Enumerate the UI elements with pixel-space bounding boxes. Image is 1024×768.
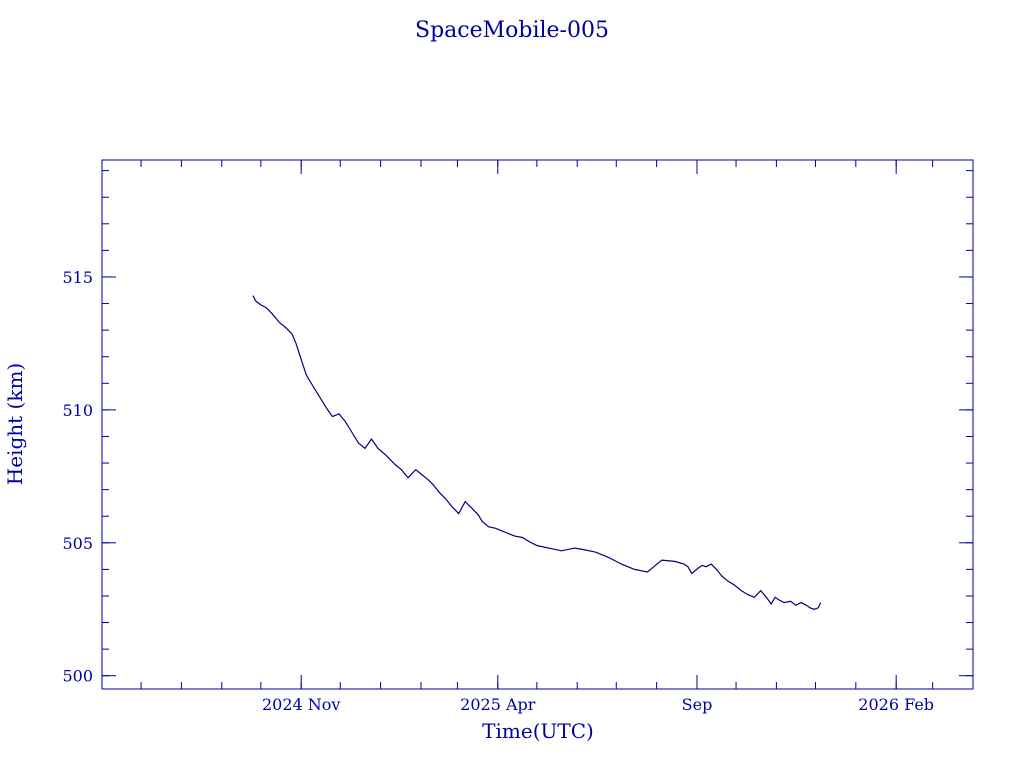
y-tick-label: 515 [62,268,93,287]
y-tick-label: 510 [62,401,93,420]
minor-ticks [102,160,973,689]
y-tick-label: 500 [62,667,93,686]
x-axis-ticks: 2024 Nov 2025 Apr Sep 2026 Feb [262,160,934,714]
x-axis-label: Time(UTC) [482,719,594,743]
x-tick-label: 2026 Feb [858,695,934,714]
chart-title: SpaceMobile-005 [415,18,609,43]
y-tick-label: 505 [62,534,93,553]
plot-frame [101,159,974,690]
y-axis-label: Height (km) [3,363,27,485]
height-series-line [252,295,822,610]
x-tick-label: 2024 Nov [262,695,340,714]
y-axis-ticks: 500 505 510 515 [62,268,973,686]
x-tick-label: 2025 Apr [460,695,536,714]
x-tick-label: Sep [682,695,713,714]
